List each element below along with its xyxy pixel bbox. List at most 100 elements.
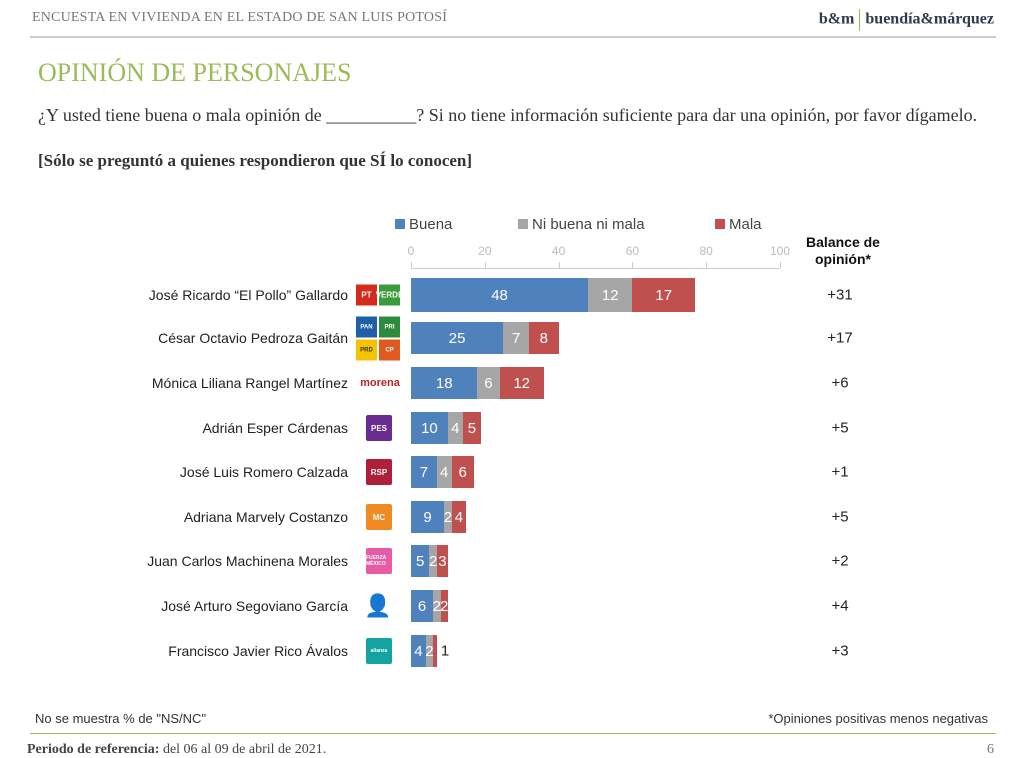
reference-period: Periodo de referencia: del 06 al 09 de a… [27, 742, 326, 758]
bar-segment-mala: 8 [529, 322, 559, 354]
page-number: 6 [987, 742, 994, 757]
party-logo-pes: PES [366, 415, 392, 441]
bar-segment-buena: 9 [411, 501, 445, 533]
bar-value-label: 5 [416, 552, 425, 570]
bar-segment-ni-buena-ni-mala: 7 [503, 322, 530, 354]
bar-value-label: 12 [513, 374, 531, 392]
header-divider [30, 36, 996, 38]
brand-logo: b&m buendía&márquez [819, 9, 994, 31]
bar-value-label: 10 [421, 419, 438, 437]
candidate-name: Adrián Esper Cárdenas [202, 420, 348, 436]
bar-segment-ni-buena-ni-mala: 4 [436, 456, 452, 488]
legend-item: Mala [715, 216, 762, 233]
candidate-name: José Arturo Segoviano García [161, 598, 348, 614]
legend-swatch [395, 219, 405, 229]
bar-value-label: 18 [435, 374, 453, 392]
party-logo-prd: PRD [356, 339, 377, 361]
party-logo-pan: PAN [356, 316, 377, 338]
bar-segment-buena: 7 [411, 456, 437, 488]
bar-segment-mala: 12 [499, 367, 544, 399]
party-logo-verde: VERDE [376, 284, 403, 306]
bar-segment-ni-buena-ni-mala: 2 [433, 590, 441, 622]
bar-segment-buena: 18 [411, 367, 478, 399]
legend-label: Mala [729, 216, 762, 233]
bar-segment-mala: 6 [451, 456, 474, 488]
balance-value: +3 [831, 642, 849, 660]
bar-segment-buena: 4 [411, 635, 426, 667]
candidate-name: José Luis Romero Calzada [179, 464, 348, 480]
balance-value: +5 [831, 508, 849, 526]
balance-value: +2 [831, 552, 849, 570]
x-tick-mark [706, 262, 708, 268]
bar-value-label: 4 [451, 419, 460, 437]
bar-segment-mala: 17 [632, 278, 696, 312]
candidate-name: Juan Carlos Machinena Morales [147, 553, 348, 569]
x-tick-mark [632, 262, 634, 268]
brand-short: b&m [818, 10, 855, 28]
legend-swatch [518, 219, 528, 229]
bar-value-label: 7 [511, 329, 521, 347]
party-logo-alianza: alianza [366, 638, 392, 664]
candidate-name: José Ricardo “El Pollo” Gallardo [148, 287, 348, 303]
footnote-nsnc: No se muestra % de "NS/NC" [35, 711, 207, 726]
candidate-name: Mónica Liliana Rangel Martínez [151, 375, 348, 391]
bar-value-label: 2 [428, 552, 438, 570]
bar-value-label: 8 [539, 329, 548, 347]
bar-segment-mala: 3 [436, 545, 448, 577]
bar-value-label: 17 [655, 286, 673, 304]
x-tick-mark [484, 262, 486, 268]
bar-segment-mala: 5 [462, 412, 482, 444]
party-logo-rsp: RSP [366, 459, 392, 485]
bar-value-label: 3 [438, 552, 447, 570]
legend-label: Buena [409, 216, 453, 233]
x-tick-label: 40 [551, 244, 566, 258]
bar-value-label: 2 [443, 508, 453, 526]
x-tick-label: 0 [407, 244, 415, 258]
bar-value-label: 6 [417, 597, 427, 615]
bar-value-label: 48 [491, 286, 508, 304]
x-tick-label: 80 [699, 244, 713, 258]
bar-segment-ni-buena-ni-mala: 2 [425, 635, 434, 667]
bar-value-label: 2 [425, 642, 434, 660]
bar-segment-mala: 4 [451, 501, 467, 533]
bar-segment-ni-buena-ni-mala: 6 [477, 367, 500, 399]
party-logo-fuerza-méxico: FUERZA MÉXICO [366, 548, 392, 574]
balance-value: +31 [827, 286, 853, 304]
bar-segment-buena: 48 [411, 278, 589, 312]
x-tick-label: 100 [769, 244, 791, 258]
balance-value: +1 [831, 463, 849, 481]
bar-value-label: 12 [601, 286, 619, 304]
bar-value-label: 6 [458, 463, 467, 481]
bar-segment-ni-buena-ni-mala: 4 [447, 412, 463, 444]
x-axis-line [411, 268, 780, 269]
footer-divider [30, 733, 996, 734]
party-logo-pri: PRI [379, 316, 400, 338]
party-logo-mc: MC [366, 504, 392, 530]
candidate-name: César Octavio Pedroza Gaitán [158, 330, 348, 346]
legend-item: Ni buena ni mala [518, 216, 645, 233]
bar-value-label: 9 [423, 508, 432, 526]
bar-value-label: 5 [467, 419, 477, 437]
page-title: OPINIÓN DE PERSONAJES [38, 58, 352, 87]
bar-segment-buena: 6 [411, 590, 434, 622]
legend-item: Buena [395, 216, 452, 233]
candidate-name: Adriana Marvely Costanzo [183, 509, 348, 525]
legend-label: Ni buena ni mala [532, 216, 645, 233]
bar-segment-buena: 25 [411, 322, 504, 354]
footnote-balance: *Opiniones positivas menos negativas [768, 711, 988, 726]
bar-value-label: 7 [419, 463, 429, 481]
x-tick-mark [780, 262, 781, 268]
balance-value: +4 [831, 597, 849, 615]
brand-divider [859, 9, 861, 31]
bar-value-label: 25 [448, 329, 466, 347]
bar-segment-ni-buena-ni-mala: 2 [443, 501, 453, 533]
bar-segment-mala: 2 [440, 590, 448, 622]
bar-segment-mala [433, 635, 437, 667]
bar-value-label: 1 [440, 642, 450, 660]
balance-header: Balance de opinión* [806, 234, 880, 267]
bar-value-label: 4 [414, 642, 423, 660]
bar-segment-ni-buena-ni-mala: 2 [428, 545, 438, 577]
x-tick-label: 20 [478, 244, 492, 258]
balance-value: +5 [831, 419, 849, 437]
bar-segment-ni-buena-ni-mala: 12 [588, 278, 633, 312]
